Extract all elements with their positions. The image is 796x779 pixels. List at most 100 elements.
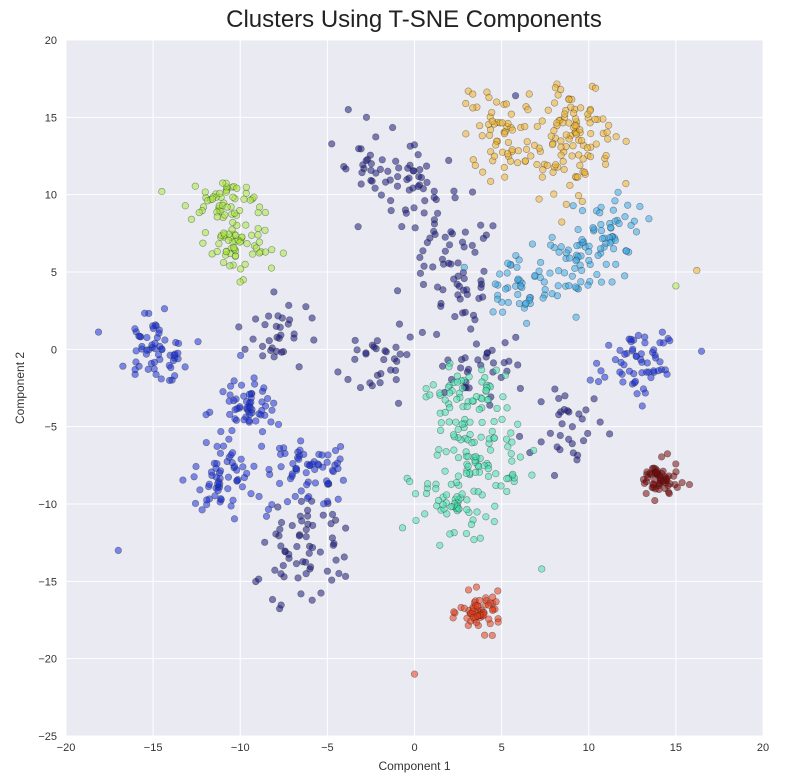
scatter-point bbox=[271, 566, 279, 574]
scatter-point bbox=[528, 471, 536, 479]
scatter-point bbox=[514, 361, 522, 369]
scatter-point bbox=[596, 418, 604, 426]
scatter-point bbox=[472, 392, 481, 401]
scatter-point bbox=[593, 359, 601, 367]
scatter-point bbox=[478, 366, 486, 374]
scatter-point bbox=[461, 308, 469, 316]
scatter-point bbox=[441, 396, 449, 404]
scatter-point bbox=[410, 167, 418, 175]
scatter-point bbox=[251, 380, 259, 388]
scatter-point bbox=[621, 272, 629, 280]
scatter-point bbox=[416, 269, 425, 277]
x-tick-label: −20 bbox=[57, 742, 76, 754]
scatter-point bbox=[362, 350, 370, 358]
scatter-point bbox=[328, 140, 336, 148]
scatter-point bbox=[157, 375, 165, 383]
scatter-point bbox=[230, 515, 239, 523]
scatter-point bbox=[414, 151, 422, 159]
scatter-point bbox=[277, 348, 286, 356]
scatter-point bbox=[420, 209, 428, 217]
scatter-point bbox=[228, 426, 236, 435]
scatter-point bbox=[243, 469, 251, 478]
scatter-point bbox=[310, 336, 318, 344]
y-axis-label: Component 2 bbox=[13, 352, 27, 424]
scatter-point bbox=[252, 417, 260, 425]
scatter-point bbox=[477, 221, 485, 229]
scatter-point bbox=[619, 378, 627, 386]
scatter-point bbox=[552, 161, 560, 169]
scatter-point bbox=[493, 98, 501, 106]
scatter-point bbox=[328, 510, 337, 518]
scatter-point bbox=[236, 351, 245, 360]
scatter-point bbox=[508, 457, 516, 465]
scatter-point bbox=[201, 229, 209, 237]
scatter-point bbox=[574, 192, 583, 200]
scatter-point bbox=[488, 427, 496, 435]
scatter-point bbox=[551, 385, 559, 393]
scatter-point bbox=[235, 323, 243, 331]
scatter-point bbox=[548, 140, 557, 149]
scatter-point bbox=[553, 119, 561, 127]
scatter-point bbox=[560, 406, 568, 414]
scatter-point bbox=[284, 320, 292, 328]
scatter-point bbox=[275, 479, 284, 487]
scatter-point bbox=[230, 462, 239, 470]
scatter-point bbox=[611, 356, 620, 364]
scatter-point bbox=[500, 163, 508, 172]
scatter-point bbox=[268, 246, 276, 254]
scatter-point bbox=[290, 330, 298, 338]
scatter-point bbox=[468, 397, 476, 405]
scatter-point bbox=[505, 357, 513, 365]
scatter-point bbox=[499, 393, 507, 401]
scatter-point bbox=[627, 221, 635, 229]
scatter-point bbox=[257, 442, 266, 450]
scatter-point bbox=[508, 126, 517, 134]
scatter-point bbox=[500, 130, 509, 138]
scatter-point bbox=[229, 193, 237, 201]
scatter-point bbox=[446, 530, 454, 538]
scatter-point bbox=[258, 398, 266, 406]
scatter-point bbox=[642, 489, 650, 498]
scatter-point bbox=[673, 483, 681, 492]
scatter-point bbox=[465, 373, 473, 381]
scatter-point bbox=[323, 567, 332, 575]
scatter-point bbox=[201, 188, 209, 196]
scatter-point bbox=[213, 247, 221, 256]
scatter-point bbox=[568, 423, 576, 431]
scatter-point bbox=[423, 178, 431, 186]
scatter-point bbox=[463, 496, 471, 504]
scatter-point bbox=[578, 197, 586, 206]
scatter-point bbox=[487, 177, 495, 185]
scatter-point bbox=[514, 147, 522, 155]
scatter-point bbox=[568, 272, 576, 280]
scatter-point bbox=[297, 497, 306, 505]
scatter-point bbox=[455, 282, 463, 290]
scatter-point bbox=[539, 294, 547, 302]
scatter-point bbox=[445, 241, 454, 249]
scatter-point bbox=[309, 521, 317, 530]
scatter-point bbox=[247, 490, 255, 498]
scatter-point bbox=[647, 374, 655, 382]
scatter-point bbox=[468, 188, 477, 196]
scatter-point bbox=[277, 518, 286, 527]
scatter-point bbox=[633, 390, 641, 398]
scatter-point bbox=[612, 133, 620, 141]
scatter-point bbox=[652, 469, 660, 477]
scatter-point bbox=[306, 563, 315, 571]
scatter-point bbox=[265, 465, 273, 474]
scatter-point bbox=[622, 247, 631, 255]
scatter-point bbox=[441, 408, 449, 416]
scatter-point bbox=[543, 161, 551, 169]
scatter-point bbox=[479, 234, 487, 242]
scatter-point bbox=[507, 157, 515, 165]
scatter-point bbox=[597, 278, 606, 286]
scatter-point bbox=[219, 179, 227, 187]
scatter-point bbox=[461, 228, 469, 236]
scatter-point bbox=[372, 133, 380, 141]
scatter-point bbox=[406, 333, 414, 341]
scatter-point bbox=[302, 469, 310, 477]
scatter-point bbox=[181, 202, 189, 210]
scatter-point bbox=[160, 305, 169, 313]
scatter-point bbox=[441, 233, 449, 241]
scatter-point bbox=[463, 402, 471, 411]
